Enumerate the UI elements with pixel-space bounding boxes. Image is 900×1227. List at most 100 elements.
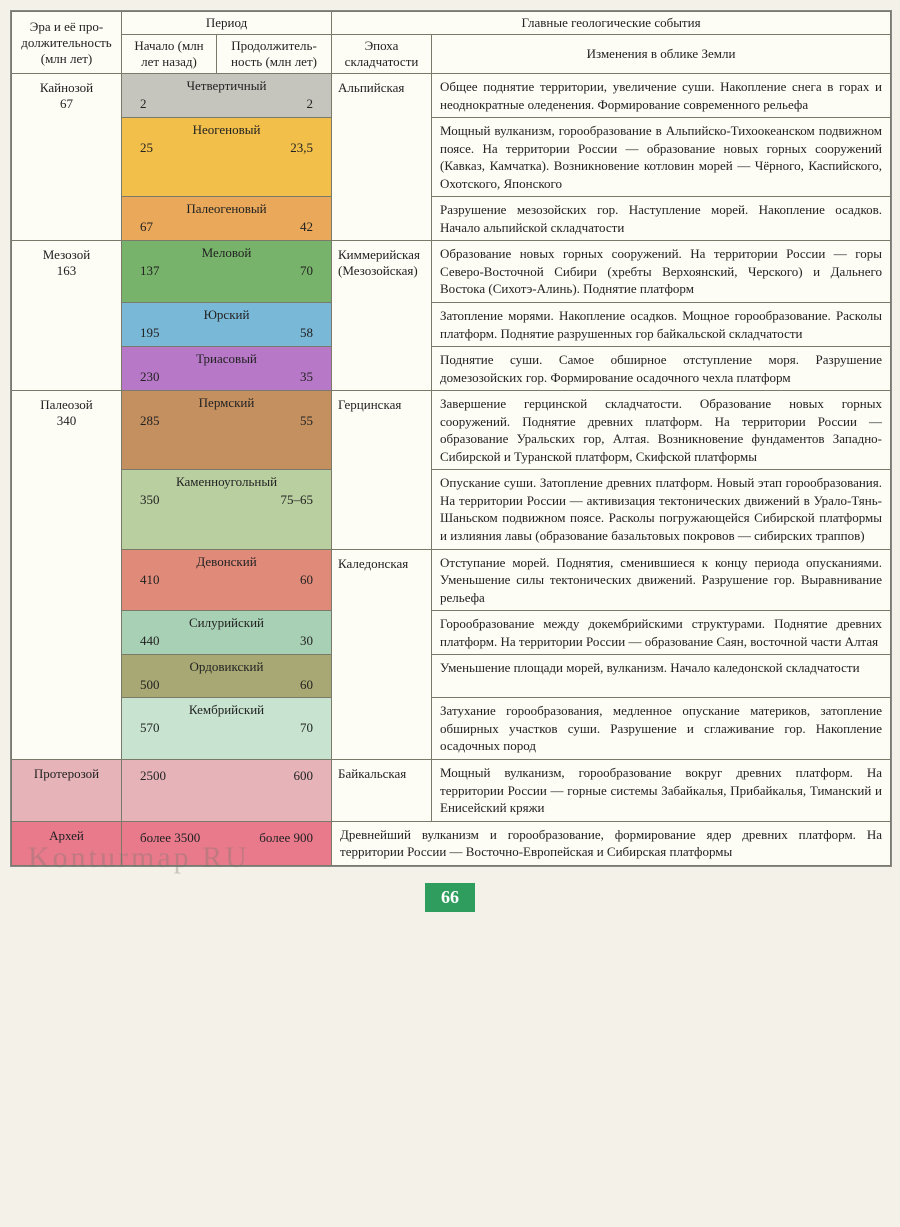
description-cell: Древнейший вулканизм и горообразование, … (332, 821, 891, 865)
table-header: Эра и её про­должитель­ность (млн лет) П… (12, 12, 891, 74)
description-cell: Образование новых горных сооружений. На … (432, 241, 891, 303)
description-cell: Общее поднятие территории, увеличение су… (432, 74, 891, 118)
description-cell: Мощный вулканизм, горообразование в Альп… (432, 118, 891, 197)
table-row: Неогеновый 25 23,5 Мощный вулканизм, горооб… (12, 118, 891, 197)
period-cell: Палеогеновый 67 42 (122, 197, 332, 241)
table-row: Каменноугольный 350 75–65 Опускание суши. З… (12, 470, 891, 549)
period-name: Пермский (122, 391, 331, 411)
period-duration: 75–65 (281, 492, 314, 508)
table-row: Кембрийский 570 70 Затухание горообразовани… (12, 698, 891, 760)
table-row: Девонский41060Каледон­скаяОтступание мор… (12, 549, 891, 611)
period-name: Юрский (122, 303, 331, 323)
period-name: Силурийский (122, 611, 331, 631)
era-name: Палеозой (40, 397, 93, 412)
period-cell: Девонский 410 60 (122, 549, 332, 611)
page-footer: 66 (0, 875, 900, 926)
epoch-cell: Каледон­ская (332, 549, 432, 759)
description-cell: Горообразование между докембрийскими стр… (432, 611, 891, 655)
period-cell: Кембрийский 570 70 (122, 698, 332, 760)
period-duration: 35 (300, 369, 313, 385)
table-row: Палеогеновый 67 42 Разрушение мезозойских г… (12, 197, 891, 241)
geological-table: Эра и её про­должитель­ность (млн лет) П… (11, 11, 891, 866)
table-row: Кайнозой67Четвертичный22АльпийскаяОбщее … (12, 74, 891, 118)
description-cell: Разрушение мезозойских гор. Наступление … (432, 197, 891, 241)
period-start: 2 (140, 96, 147, 112)
period-start: 500 (140, 677, 160, 693)
table-row: Мезозой163Меловой13770Киммерий­ская (Мез… (12, 241, 891, 303)
header-epoch: Эпоха складчатости (332, 35, 432, 74)
description-cell: Опускание суши. Затопление древних платф… (432, 470, 891, 549)
period-duration: 30 (300, 633, 313, 649)
era-cell: Кайнозой67 (12, 74, 122, 241)
period-name: Девонский (122, 550, 331, 570)
period-cell: 2500 600 (122, 759, 332, 821)
period-duration: 600 (294, 768, 314, 784)
description-cell: Затухание горообразования, медленное опу… (432, 698, 891, 760)
table-row: Триасовый23035Поднятие суши. Самое обшир… (12, 347, 891, 391)
period-start: 25 (140, 140, 153, 156)
period-cell: Пермский28555 (122, 391, 332, 470)
epoch-cell: Альпийская (332, 74, 432, 241)
period-duration: 42 (300, 219, 313, 235)
epoch-cell: Герцинская (332, 391, 432, 549)
period-duration: 58 (300, 325, 313, 341)
table-body: Кайнозой67Четвертичный22АльпийскаяОбщее … (12, 74, 891, 866)
era-cell: Палеозой340 (12, 391, 122, 760)
epoch-cell: Байкальская (332, 759, 432, 821)
era-name: Кайнозой (40, 80, 93, 95)
period-duration: более 900 (259, 830, 313, 846)
period-name: Неогеновый (122, 118, 331, 138)
description-cell: Уменьшение площади морей, вулканизм. Нач… (432, 655, 891, 698)
table-row: Ордовикский50060Уменьшение площади морей… (12, 655, 891, 698)
period-name: Палеогеновый (122, 197, 331, 217)
period-cell: Четвертичный 2 2 (122, 74, 332, 118)
period-cell: Триасовый 230 35 (122, 347, 332, 391)
period-start: 195 (140, 325, 160, 341)
period-start: 410 (140, 572, 160, 588)
description-cell: Затопление морями. Накопление осадков. М… (432, 303, 891, 347)
header-events: Главные геологические события (332, 12, 891, 35)
period-start: 230 (140, 369, 160, 385)
table-row: Архей более 3500 более 900 Древнейший вулка… (12, 821, 891, 865)
period-name: Четвертичный (122, 74, 331, 94)
period-start: 67 (140, 219, 153, 235)
header-period: Период (122, 12, 332, 35)
period-start: 350 (140, 492, 160, 508)
era-duration: 163 (57, 263, 77, 278)
table-row: Силурийский 440 30 Горообразование между до… (12, 611, 891, 655)
era-name: Мезозой (43, 247, 90, 262)
table-row: Палеозой340Пермский28555ГерцинскаяЗаверш… (12, 391, 891, 470)
period-name: Ордовикский (122, 655, 331, 675)
period-name: Кембрийский (122, 698, 331, 718)
period-start: 285 (140, 413, 160, 429)
period-cell: Каменноугольный 350 75–65 (122, 470, 332, 549)
period-duration: 60 (300, 572, 313, 588)
period-name: Меловой (122, 241, 331, 261)
header-start: Начало (млн лет назад) (122, 35, 217, 74)
epoch-cell: Киммерий­ская (Мезо­зойская) (332, 241, 432, 391)
period-cell: Силурийский 440 30 (122, 611, 332, 655)
period-start: более 3500 (140, 830, 200, 846)
period-name: Триасовый (122, 347, 331, 367)
period-duration: 70 (300, 720, 313, 736)
period-cell: Юрский 195 58 (122, 303, 332, 347)
period-duration: 70 (300, 263, 313, 279)
header-era: Эра и её про­должитель­ность (млн лет) (12, 12, 122, 74)
era-duration: 67 (60, 96, 73, 111)
description-cell: Отступание морей. Поднятия, сменившиеся … (432, 549, 891, 611)
era-cell: Мезозой163 (12, 241, 122, 391)
period-name: Каменноугольный (122, 470, 331, 490)
period-start: 570 (140, 720, 160, 736)
period-start: 2500 (140, 768, 166, 784)
era-duration: 340 (57, 413, 77, 428)
period-duration: 23,5 (290, 140, 313, 156)
header-changes: Изменения в облике Земли (432, 35, 891, 74)
period-cell: Ордовикский50060 (122, 655, 332, 698)
period-duration: 2 (307, 96, 314, 112)
table-row: Юрский 195 58 Затопление морями. Накопление… (12, 303, 891, 347)
period-start: 137 (140, 263, 160, 279)
era-cell: Архей (12, 821, 122, 865)
table-row: Протерозой2500600БайкальскаяМощный вулка… (12, 759, 891, 821)
period-start: 440 (140, 633, 160, 649)
header-duration: Продолжитель­ность (млн лет) (217, 35, 332, 74)
